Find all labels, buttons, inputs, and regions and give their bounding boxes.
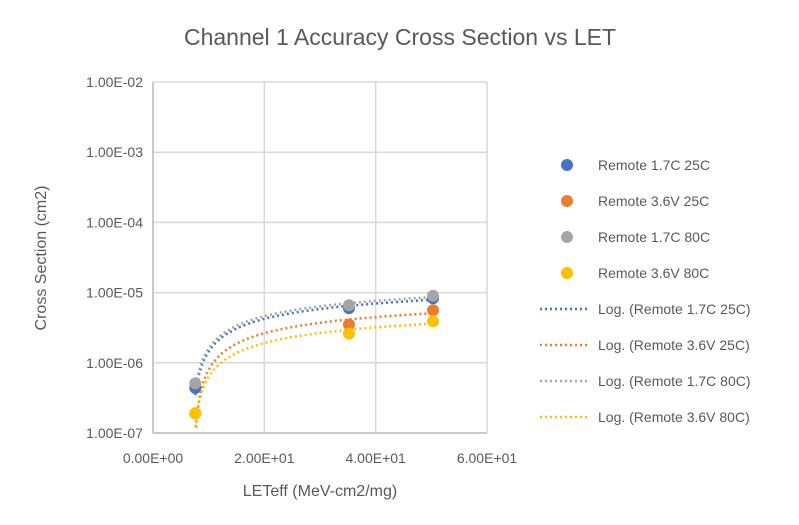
x-tick-label: 6.00E+01 — [457, 450, 518, 466]
legend-label: Log. (Remote 3.6V 25C) — [598, 337, 750, 353]
legend-label: Remote 3.6V 25C — [598, 193, 709, 209]
y-axis-label: Cross Section (cm2) — [33, 186, 50, 331]
data-point — [342, 318, 355, 331]
legend-marker — [561, 267, 573, 279]
y-tick-label: 1.00E-02 — [86, 74, 143, 90]
trendline — [194, 295, 434, 390]
data-point — [189, 377, 202, 390]
y-tick-label: 1.00E-06 — [86, 355, 143, 371]
legend-label: Log. (Remote 3.6V 80C) — [598, 409, 750, 425]
trendline — [194, 311, 434, 428]
y-tick-label: 1.00E-07 — [86, 425, 143, 441]
data-point — [342, 299, 355, 312]
y-tick-label: 1.00E-03 — [86, 144, 143, 160]
x-tick-label: 4.00E+01 — [345, 450, 406, 466]
x-axis-label: LETeff (MeV-cm2/mg) — [243, 483, 397, 500]
data-point — [189, 407, 202, 420]
legend-label: Remote 1.7C 25C — [598, 157, 710, 173]
legend-marker — [561, 159, 573, 171]
legend-label: Log. (Remote 1.7C 25C) — [598, 301, 751, 317]
legend-label: Remote 1.7C 80C — [598, 229, 710, 245]
trendline — [194, 298, 433, 396]
legend-label: Log. (Remote 1.7C 80C) — [598, 373, 751, 389]
chart-title: Channel 1 Accuracy Cross Section vs LET — [184, 24, 616, 50]
data-point — [342, 327, 355, 340]
legend-marker — [561, 231, 573, 243]
y-tick-label: 1.00E-05 — [86, 285, 143, 301]
legend-marker — [561, 195, 573, 207]
data-point — [427, 315, 440, 328]
x-tick-label: 2.00E+01 — [234, 450, 295, 466]
trendline — [194, 322, 434, 427]
x-tick-label: 0.00E+00 — [123, 450, 184, 466]
data-point — [427, 289, 440, 302]
data-point — [427, 304, 440, 317]
legend-label: Remote 3.6V 80C — [598, 265, 709, 281]
y-tick-label: 1.00E-04 — [86, 214, 143, 230]
